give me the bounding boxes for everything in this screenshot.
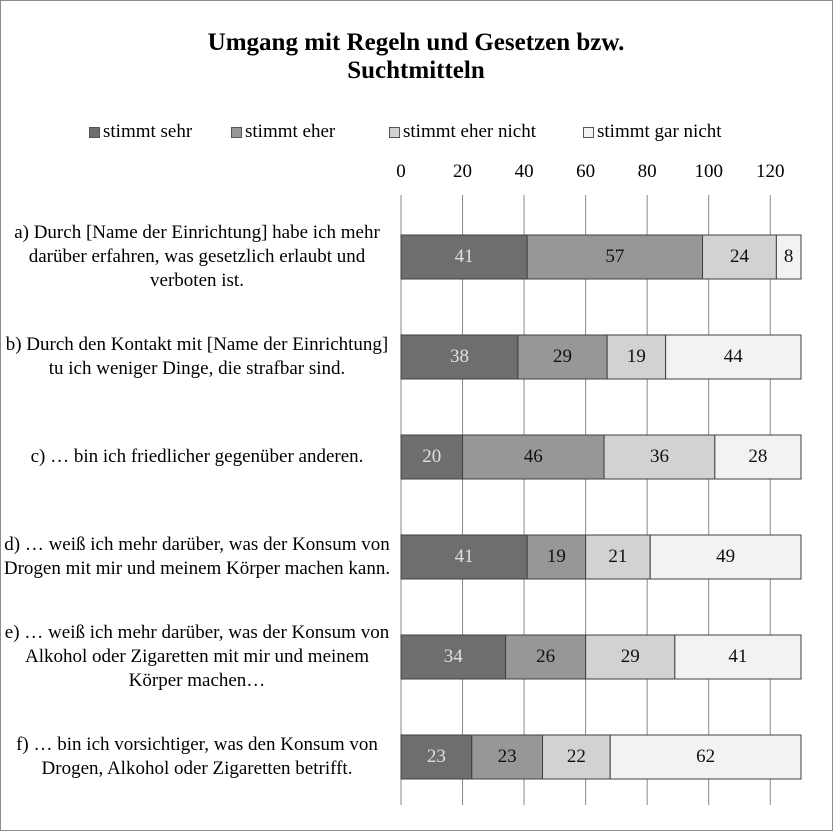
value-label: 41 (728, 646, 748, 667)
bar-segment (505, 634, 587, 680)
value-label: 21 (608, 546, 628, 567)
value-label: 62 (696, 746, 716, 767)
value-label: 44 (723, 346, 743, 367)
value-label: 23 (426, 746, 446, 767)
legend-swatch (389, 126, 400, 138)
bar-segment (526, 534, 587, 580)
legend-label: stimmt eher (245, 121, 336, 142)
value-label: 29 (553, 346, 573, 367)
value-label: 24 (729, 246, 749, 267)
bar-segment (609, 734, 802, 780)
legend-item: stimmt sehr (89, 121, 192, 143)
legend-label: stimmt gar nicht (597, 121, 722, 142)
bar-segment (400, 234, 528, 280)
bar-segment (400, 334, 519, 380)
legend-item: stimmt eher nicht (389, 121, 536, 143)
bar-segment (400, 534, 528, 580)
x-tick-label: 20 (453, 161, 473, 182)
bar-segment (606, 334, 667, 380)
bar-segment (526, 234, 704, 280)
legend-item: stimmt gar nicht (583, 121, 722, 143)
value-label: 28 (748, 446, 768, 467)
x-tick-label: 40 (514, 161, 534, 182)
value-label: 34 (443, 646, 463, 667)
bar-segment (702, 234, 777, 280)
value-label: 22 (566, 746, 586, 767)
value-label: 57 (605, 246, 625, 267)
legend-swatch (231, 126, 242, 138)
x-tick-label: 120 (755, 161, 785, 182)
bar-segment (665, 334, 802, 380)
value-label: 41 (454, 546, 474, 567)
value-label: 41 (454, 246, 474, 267)
y-tick-label: a) Durch [Name der Einrichtung] habe ich… (14, 222, 380, 291)
chart-title: Umgang mit Regeln und Gesetzen bzw. Such… (207, 29, 625, 84)
bar-segment (517, 334, 608, 380)
legend-item: stimmt eher (231, 121, 335, 143)
value-label: 8 (783, 246, 794, 267)
y-tick-label: d) … weiß ich mehr darüber, was der Kons… (3, 534, 391, 579)
value-label: 23 (497, 746, 517, 767)
value-label: 20 (422, 446, 442, 467)
bar-segment (775, 234, 802, 280)
value-label: 38 (449, 346, 469, 367)
bar-segment (603, 434, 716, 480)
legend-label: stimmt sehr (103, 121, 193, 142)
legend-swatch (583, 126, 594, 138)
y-tick-label: e) … weiß ich mehr darüber, was der Kons… (4, 622, 390, 691)
legend-swatch (89, 126, 100, 138)
value-label: 49 (716, 546, 736, 567)
bar-segment (400, 434, 464, 480)
x-tick-label: 80 (637, 161, 657, 182)
value-label: 29 (620, 646, 640, 667)
bar-segment (714, 434, 802, 480)
value-label: 19 (626, 346, 646, 367)
x-tick-label: 100 (694, 161, 723, 182)
bar-segment (649, 534, 802, 580)
bar-segment (585, 534, 651, 580)
bar-segment (585, 634, 676, 680)
bar-segment (674, 634, 802, 680)
value-label: 46 (523, 446, 543, 467)
bar-segment (471, 734, 544, 780)
value-label: 36 (649, 446, 669, 467)
bar-segment (462, 434, 605, 480)
x-tick-label: 60 (576, 161, 596, 182)
y-tick-label: f) … bin ich vorsichtiger, was den Konsu… (16, 734, 378, 779)
bar-segment (400, 634, 507, 680)
value-label: 19 (546, 546, 566, 567)
legend-label: stimmt eher nicht (403, 121, 536, 142)
x-tick-label: 0 (396, 161, 406, 182)
y-tick-label: b) Durch den Kontakt mit [Name der Einri… (5, 334, 389, 379)
value-label: 26 (536, 646, 556, 667)
y-tick-label: c) … bin ich friedlicher gegenüber ander… (30, 446, 364, 467)
